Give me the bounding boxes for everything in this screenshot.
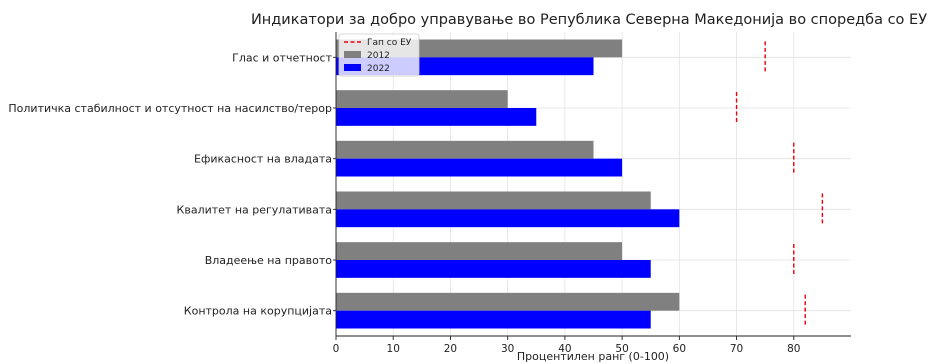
category-label: Контрола на корупцијата xyxy=(184,305,332,318)
chart-title: Индикатори за добро управување во Републ… xyxy=(251,12,927,28)
bar-2022 xyxy=(336,108,537,126)
x-tick-labels: 0 10 20 30 40 50 60 70 80 xyxy=(333,343,801,355)
grid-lines xyxy=(335,32,851,336)
x-tick-label: 50 xyxy=(615,343,628,355)
category-label: Глас и отчетност xyxy=(232,51,332,64)
bars xyxy=(336,39,680,329)
category-labels: Глас и отчетност Политичка стабилност и о… xyxy=(8,51,332,317)
axes xyxy=(333,32,851,340)
legend: Гап со ЕУ 2012 2022 xyxy=(338,33,420,77)
legend-label-gap: Гап со ЕУ xyxy=(367,38,412,48)
x-tick-label: 60 xyxy=(673,343,686,355)
bar-2012 xyxy=(336,140,594,159)
bar-2022 xyxy=(336,158,623,177)
x-tick-label: 40 xyxy=(558,343,571,355)
legend-label-2022: 2022 xyxy=(367,64,390,74)
x-tick-label: 30 xyxy=(501,343,514,355)
bar-2022 xyxy=(336,209,680,228)
category-label: Ефикасност на владата xyxy=(194,153,332,166)
legend-swatch-2012 xyxy=(344,51,361,58)
bar-2012 xyxy=(336,90,508,108)
category-label: Политичка стабилност и отсутност на наси… xyxy=(8,102,332,115)
legend-label-2012: 2012 xyxy=(367,51,390,61)
bar-2012 xyxy=(336,191,651,210)
bar-2012 xyxy=(336,292,680,311)
bar-2022 xyxy=(336,260,651,278)
legend-swatch-2022 xyxy=(344,64,361,71)
category-label: Квалитет на регулативата xyxy=(177,203,332,216)
bar-2012 xyxy=(336,242,623,260)
x-tick-label: 70 xyxy=(730,343,743,355)
category-label: Владеење на правото xyxy=(205,254,333,267)
x-tick-label: 10 xyxy=(387,343,400,355)
x-tick-label: 80 xyxy=(787,343,800,355)
x-tick-label: 20 xyxy=(444,343,457,355)
x-axis-label: Процентилен ранг (0-100) xyxy=(517,350,669,363)
eu-gap-markers xyxy=(735,41,824,327)
x-tick-label: 0 xyxy=(333,343,340,355)
bar-2022 xyxy=(336,310,651,329)
